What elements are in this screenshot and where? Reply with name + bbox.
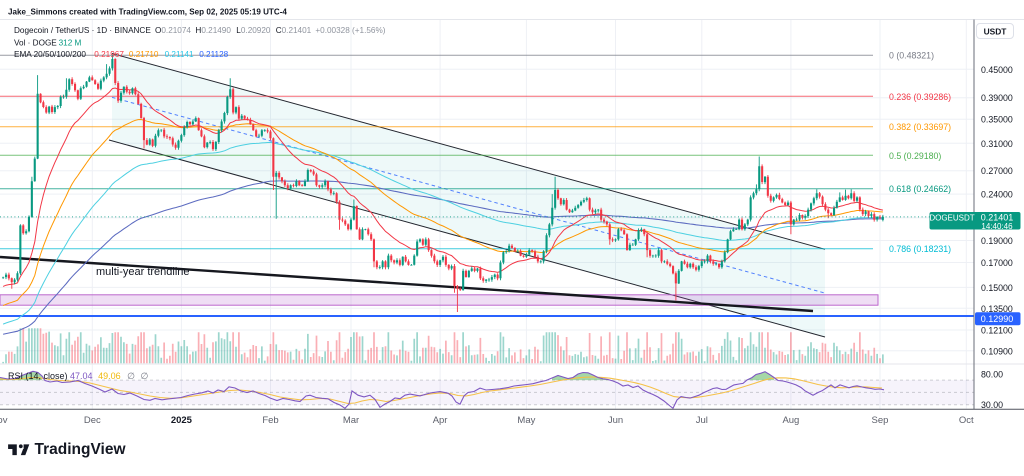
svg-text:Jun: Jun <box>608 415 623 426</box>
svg-text:30.00: 30.00 <box>981 400 1003 410</box>
svg-text:0.12990: 0.12990 <box>981 314 1014 324</box>
svg-text:Oct: Oct <box>959 415 974 426</box>
svg-text:0.786 (0.18231): 0.786 (0.18231) <box>889 244 951 254</box>
svg-text:0.382 (0.33697): 0.382 (0.33697) <box>889 122 951 132</box>
svg-text:14:40:46: 14:40:46 <box>981 222 1013 231</box>
svg-text:0.12100: 0.12100 <box>981 326 1013 336</box>
svg-text:Jul: Jul <box>696 415 708 426</box>
svg-text:Dogecoin / TetherUS · 1D · BIN: Dogecoin / TetherUS · 1D · BINANCE <box>14 26 151 35</box>
svg-text:0.13500: 0.13500 <box>981 304 1013 314</box>
svg-text:0.17000: 0.17000 <box>981 258 1013 268</box>
svg-text:0.35000: 0.35000 <box>981 115 1013 125</box>
svg-text:80.00: 80.00 <box>981 370 1003 380</box>
svg-text:Vol · DOGE: Vol · DOGE <box>14 39 57 48</box>
svg-text:Jake_Simmons created with Trad: Jake_Simmons created with TradingView.co… <box>8 8 287 17</box>
svg-text:Nov: Nov <box>0 415 8 426</box>
svg-text:0.39000: 0.39000 <box>981 93 1013 103</box>
svg-text:0.10900: 0.10900 <box>981 346 1013 356</box>
svg-text:0.15000: 0.15000 <box>981 283 1013 293</box>
svg-text:May: May <box>517 415 535 426</box>
svg-text:USDT: USDT <box>984 27 1008 37</box>
svg-text:0.5 (0.29180): 0.5 (0.29180) <box>889 151 941 161</box>
svg-text:0.618 (0.24662): 0.618 (0.24662) <box>889 184 951 194</box>
svg-text:Feb: Feb <box>262 415 278 426</box>
svg-text:DOGEUSDT: DOGEUSDT <box>929 213 974 222</box>
svg-text:312 M: 312 M <box>59 39 82 48</box>
svg-text:0.31000: 0.31000 <box>981 139 1013 149</box>
svg-text:0.21401: 0.21401 <box>981 213 1014 223</box>
svg-text:0.24000: 0.24000 <box>981 190 1013 200</box>
svg-text:Dec: Dec <box>84 415 101 426</box>
svg-text:2025: 2025 <box>171 415 193 426</box>
svg-text:Apr: Apr <box>433 415 448 426</box>
svg-text:Mar: Mar <box>343 415 359 426</box>
svg-text:Aug: Aug <box>782 415 799 426</box>
svg-text:RSI (14, close) 47.04 49.06 ∅: RSI (14, close) 47.04 49.06 ∅ ∅ <box>8 371 148 381</box>
svg-text:TradingView: TradingView <box>35 441 127 458</box>
svg-text:0 (0.48321): 0 (0.48321) <box>889 51 934 61</box>
svg-text:0.45000: 0.45000 <box>981 65 1013 75</box>
svg-text:0.27000: 0.27000 <box>981 166 1013 176</box>
svg-text:EMA 20/50/100/200: EMA 20/50/100/200 <box>14 50 86 59</box>
svg-text:Sep: Sep <box>872 415 889 426</box>
svg-text:0.236 (0.39286): 0.236 (0.39286) <box>889 92 951 102</box>
svg-text:multi-year trendline: multi-year trendline <box>96 266 190 278</box>
svg-text:0.19000: 0.19000 <box>981 236 1013 246</box>
